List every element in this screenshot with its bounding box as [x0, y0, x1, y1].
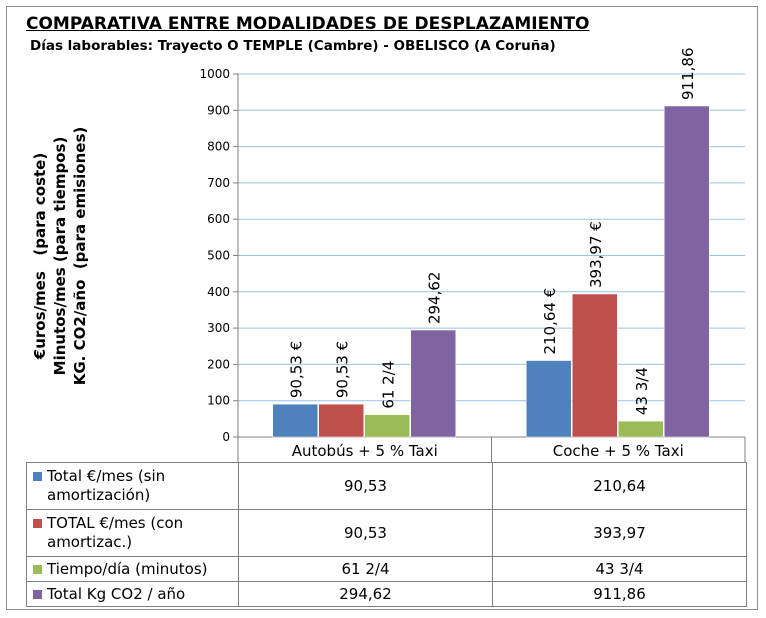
bar-data-label: 43 3/4	[633, 367, 651, 415]
bar	[618, 420, 664, 438]
table-row-series: Total Kg CO2 / año	[26, 581, 239, 607]
bar-data-label: 393,97 €	[587, 221, 605, 288]
bar	[318, 403, 364, 438]
table-cell: 90,53	[238, 462, 493, 510]
y-tick-label: 500	[207, 249, 230, 263]
bar-data-label: 210,64 €	[541, 288, 559, 355]
series-label-line: amortizac.)	[47, 533, 133, 551]
series-label-line: Total Kg CO2 / año	[47, 584, 186, 603]
table-row-series: Tiempo/día (minutos)	[26, 556, 239, 582]
table-cell: 61 2/4	[238, 556, 493, 582]
legend-swatch-tiempo	[33, 564, 42, 574]
y-tick-label: 800	[207, 140, 230, 154]
chart-frame	[6, 6, 758, 610]
y-tick-label: 600	[207, 212, 230, 226]
bar	[526, 360, 572, 438]
chart-subtitle: Días laborables: Trayecto O TEMPLE (Camb…	[30, 38, 556, 54]
bar-data-label: 294,62	[426, 272, 444, 325]
table-cell: 43 3/4	[492, 556, 747, 582]
bar	[410, 329, 456, 438]
legend-swatch-total-sin	[33, 472, 42, 481]
bar-data-label: 911,86	[679, 47, 697, 100]
series-label-line: TOTAL €/mes (con	[47, 514, 184, 532]
chart-title: COMPARATIVA ENTRE MODALIDADES DE DESPLAZ…	[26, 14, 590, 34]
series-label-line: Total €/mes (sin	[47, 467, 166, 485]
table-row: Tiempo/día (minutos) 61 2/4 43 3/4	[26, 556, 747, 582]
y-tick-label: 700	[207, 176, 230, 190]
table-row: TOTAL €/mes (con amortizac.) 90,53 393,97	[26, 509, 747, 557]
bar-data-label: 90,53 €	[334, 341, 352, 398]
table-cell: 294,62	[238, 581, 493, 607]
bar-data-label: 61 2/4	[380, 361, 398, 409]
y-tick-label: 200	[207, 357, 230, 371]
bar	[572, 293, 618, 438]
x-category-label: Autobús + 5 % Taxi	[292, 442, 438, 460]
bar	[364, 414, 410, 438]
table-row: Total €/mes (sin amortización) 90,53 210,…	[26, 462, 747, 510]
y-tick-label: 400	[207, 285, 230, 299]
bar-data-label: 90,53 €	[288, 341, 306, 398]
table-cell: 210,64	[492, 462, 747, 510]
x-category-label: Coche + 5 % Taxi	[553, 442, 684, 460]
y-tick-label: 1000	[199, 67, 230, 81]
table-cell: 911,86	[492, 581, 747, 607]
series-label-line: amortización)	[47, 486, 151, 504]
table-cell: 90,53	[238, 509, 493, 557]
table-row-series: Total €/mes (sin amortización)	[26, 462, 239, 510]
legend-swatch-co2	[33, 589, 42, 599]
table-row: Total Kg CO2 / año 294,62 911,86	[26, 581, 747, 607]
table-cell: 393,97	[492, 509, 747, 557]
y-tick-label: 900	[207, 103, 230, 117]
y-tick-label: 300	[207, 321, 230, 335]
bar	[272, 403, 318, 438]
table-row-series: TOTAL €/mes (con amortizac.)	[26, 509, 239, 557]
legend-swatch-total-con	[33, 519, 42, 528]
series-label-line: Tiempo/día (minutos)	[47, 559, 208, 578]
y-tick-label: 100	[207, 394, 230, 408]
bar	[664, 105, 710, 438]
data-table: Total €/mes (sin amortización) 90,53 210,…	[26, 462, 747, 607]
y-tick-label: 0	[222, 430, 230, 444]
